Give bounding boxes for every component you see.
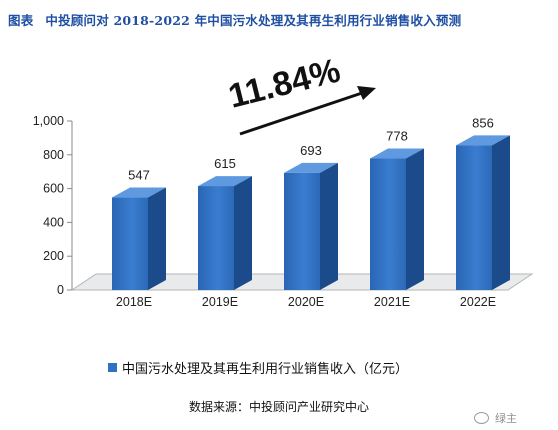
- x-tick-label: 2022E: [460, 295, 496, 309]
- bar-side: [148, 187, 166, 290]
- growth-annotation: 11.84%: [225, 51, 376, 136]
- bar-side: [320, 162, 338, 290]
- bar-front: [370, 158, 406, 290]
- bar-front: [198, 186, 234, 290]
- data-label: 547: [128, 168, 150, 183]
- source-note: 数据来源：中投顾问产业研究中心: [188, 400, 369, 414]
- bar-2018E: [112, 187, 166, 290]
- data-labels: 547 615 693 778 856: [128, 115, 494, 182]
- legend: 中国污水处理及其再生利用行业销售收入（亿元）: [108, 358, 408, 377]
- watermark: 绿主: [474, 410, 517, 426]
- x-tick-label: 2020E: [288, 295, 324, 309]
- x-tick-label: 2021E: [374, 295, 410, 309]
- growth-arrow-shaft: [239, 91, 363, 136]
- bar-side: [492, 135, 510, 290]
- wechat-icon: [474, 412, 489, 424]
- data-label: 856: [472, 115, 494, 130]
- data-label: 778: [386, 129, 408, 144]
- y-tick-label: 1,000: [33, 114, 64, 128]
- legend-swatch: [108, 363, 117, 372]
- x-tick-label: 2018E: [116, 295, 152, 309]
- y-tick-label: 400: [43, 215, 64, 229]
- y-tick-label: 600: [43, 182, 64, 196]
- bar-2019E: [198, 176, 252, 290]
- bars: [112, 135, 510, 290]
- legend-label: 中国污水处理及其再生利用行业销售收入（亿元）: [122, 362, 409, 377]
- bar-front: [284, 172, 320, 290]
- chart-title-text: 中投顾问对 2018-2022 年中国污水处理及其再生利用行业销售收入预测: [45, 13, 462, 28]
- bar-front: [456, 145, 492, 290]
- x-tick-label: 2019E: [202, 295, 238, 309]
- bar-2020E: [284, 162, 338, 290]
- y-tick-label: 0: [57, 283, 64, 297]
- bar-side: [406, 148, 424, 290]
- y-tick-label: 200: [43, 249, 64, 263]
- bar-front: [112, 197, 148, 290]
- bar-2021E: [370, 148, 424, 290]
- y-tick-label: 800: [43, 148, 64, 162]
- bar-side: [234, 176, 252, 290]
- chart-title: 图表 中投顾问对 2018-2022 年中国污水处理及其再生利用行业销售收入预测: [8, 10, 461, 29]
- watermark-text: 绿主: [495, 412, 517, 425]
- figure-label: 图表: [8, 13, 34, 28]
- growth-arrow-head: [357, 86, 376, 100]
- bar-2022E: [456, 135, 510, 290]
- data-label: 615: [214, 156, 236, 171]
- data-label: 693: [300, 143, 322, 158]
- y-axis: 0 200 400 600 800 1,000 2018E 2019E 2020E 2021E 20…: [33, 114, 496, 309]
